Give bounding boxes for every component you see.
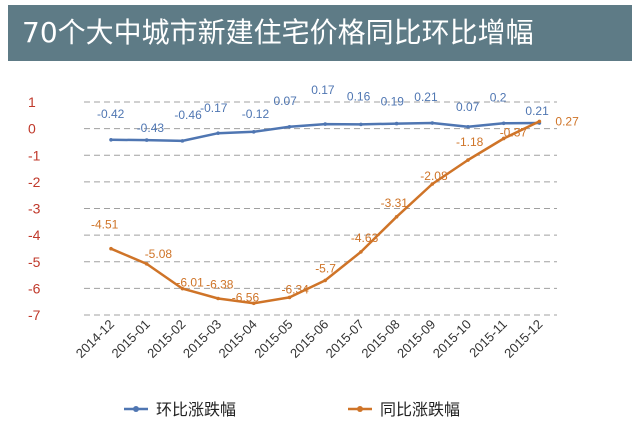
data-label: -6.56 bbox=[232, 290, 260, 304]
data-point bbox=[430, 121, 435, 125]
x-tick-label: 2014-12 bbox=[73, 317, 117, 361]
data-label: -0.43 bbox=[137, 121, 165, 135]
x-tick-label: 2015-01 bbox=[108, 317, 152, 361]
data-point bbox=[537, 119, 542, 124]
data-label: -6.01 bbox=[176, 276, 204, 290]
data-label: -0.37 bbox=[500, 125, 528, 139]
y-tick-label: -1 bbox=[28, 147, 41, 163]
data-label: -4.51 bbox=[91, 218, 119, 232]
data-point bbox=[144, 262, 149, 266]
data-label: 0.2 bbox=[490, 90, 507, 104]
y-tick-label: -6 bbox=[28, 280, 41, 296]
data-label: 0.19 bbox=[381, 95, 405, 109]
data-label: -0.12 bbox=[242, 107, 270, 121]
x-tick-label: 2015-05 bbox=[251, 317, 295, 361]
data-label: -6.34 bbox=[282, 282, 310, 296]
data-point bbox=[323, 122, 328, 126]
x-tick-label: 2015-02 bbox=[144, 317, 188, 361]
data-point bbox=[287, 295, 292, 300]
x-tick-label: 2015-12 bbox=[501, 317, 545, 361]
y-tick-label: -5 bbox=[28, 254, 41, 270]
data-label: 0.07 bbox=[456, 100, 480, 114]
data-label: -6.38 bbox=[206, 277, 234, 291]
data-point bbox=[359, 250, 363, 254]
data-label: 0.21 bbox=[525, 104, 549, 118]
data-label: -3.31 bbox=[381, 196, 409, 210]
data-point bbox=[466, 158, 470, 162]
data-point bbox=[109, 246, 113, 251]
data-point bbox=[359, 122, 363, 127]
y-tick-label: 1 bbox=[28, 94, 36, 110]
x-tick-label: 2015-06 bbox=[287, 317, 331, 361]
data-label: -2.08 bbox=[420, 169, 448, 183]
data-label: 0.27 bbox=[555, 114, 579, 128]
data-label: -0.46 bbox=[174, 108, 202, 122]
data-point bbox=[501, 121, 506, 126]
x-tick-label: 2015-03 bbox=[180, 317, 224, 361]
y-tick-label: -4 bbox=[28, 227, 41, 243]
data-point bbox=[216, 296, 220, 301]
data-point bbox=[180, 286, 185, 291]
data-point bbox=[394, 121, 399, 126]
legend-marker bbox=[357, 406, 363, 412]
data-label: -5.7 bbox=[315, 261, 336, 275]
x-tick-label: 2015-10 bbox=[430, 317, 474, 361]
data-label: -4.63 bbox=[351, 231, 379, 245]
data-point bbox=[430, 182, 435, 186]
chart-title: 70个大中城市新建住宅价格同比环比增幅 bbox=[22, 16, 534, 49]
data-point bbox=[252, 130, 256, 134]
data-label: 0.17 bbox=[311, 83, 335, 97]
data-label: 0.21 bbox=[414, 90, 438, 104]
data-point bbox=[394, 214, 399, 219]
data-label: -5.08 bbox=[145, 247, 173, 261]
data-label: 0.16 bbox=[347, 89, 371, 103]
data-point bbox=[287, 124, 292, 129]
data-point bbox=[252, 301, 256, 306]
data-label: 0.07 bbox=[274, 94, 298, 108]
data-point bbox=[216, 131, 220, 135]
y-tick-label: -2 bbox=[28, 174, 41, 190]
data-point bbox=[501, 136, 506, 141]
data-label: -0.42 bbox=[97, 107, 125, 121]
data-point bbox=[144, 138, 149, 142]
title-bar: 70个大中城市新建住宅价格同比环比增幅 bbox=[8, 5, 632, 61]
y-tick-label: 0 bbox=[28, 121, 36, 137]
x-tick-label: 2015-07 bbox=[323, 317, 367, 361]
x-tick-label: 2015-08 bbox=[358, 317, 402, 361]
legend-label: 环比涨跌幅 bbox=[156, 400, 236, 419]
data-point bbox=[180, 139, 185, 143]
y-tick-label: -3 bbox=[28, 201, 41, 217]
y-tick-label: -7 bbox=[28, 307, 41, 323]
data-point bbox=[109, 138, 113, 142]
data-point bbox=[323, 278, 328, 283]
legend-marker bbox=[133, 406, 139, 412]
x-tick-label: 2015-09 bbox=[394, 317, 438, 361]
data-label: -1.18 bbox=[456, 135, 484, 149]
legend-label: 同比涨跌幅 bbox=[380, 400, 460, 419]
data-label: -0.17 bbox=[200, 101, 228, 115]
data-point bbox=[466, 124, 470, 129]
x-tick-label: 2015-04 bbox=[216, 317, 260, 361]
